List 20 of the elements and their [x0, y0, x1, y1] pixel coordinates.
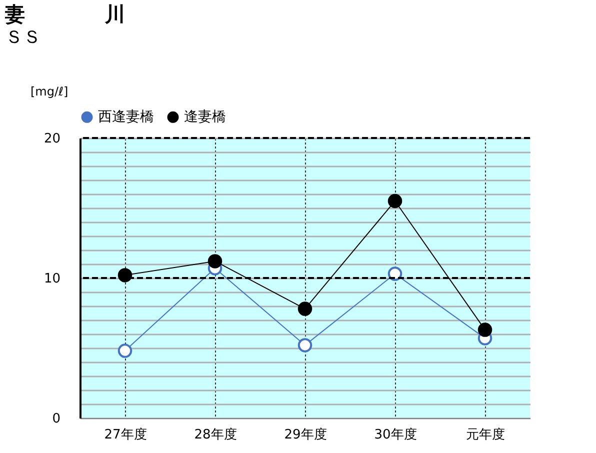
- chart-subtitle: ＳＳ: [5, 27, 41, 48]
- point: [298, 338, 312, 352]
- y-tick-label: 0: [52, 412, 60, 426]
- x-tick-label: 27年度: [104, 426, 147, 442]
- x-tick-label: 元年度: [466, 426, 505, 442]
- point: [388, 266, 402, 281]
- x-tick-label: 30年度: [374, 426, 417, 442]
- point: [118, 344, 132, 358]
- legend-label: 西逢妻橋: [98, 109, 154, 126]
- y-axis-title: [mg/ℓ]: [30, 84, 68, 98]
- point: [298, 302, 312, 316]
- point: [478, 322, 492, 337]
- y-tick-label: 20: [44, 132, 60, 146]
- point: [208, 254, 222, 268]
- legend-label: 逢妻橋: [184, 109, 226, 126]
- chart-title: 妻 川: [4, 2, 125, 26]
- x-tick-label: 28年度: [194, 426, 237, 442]
- point: [388, 194, 402, 208]
- y-tick-label: 10: [44, 272, 60, 286]
- x-tick-label: 29年度: [284, 426, 327, 442]
